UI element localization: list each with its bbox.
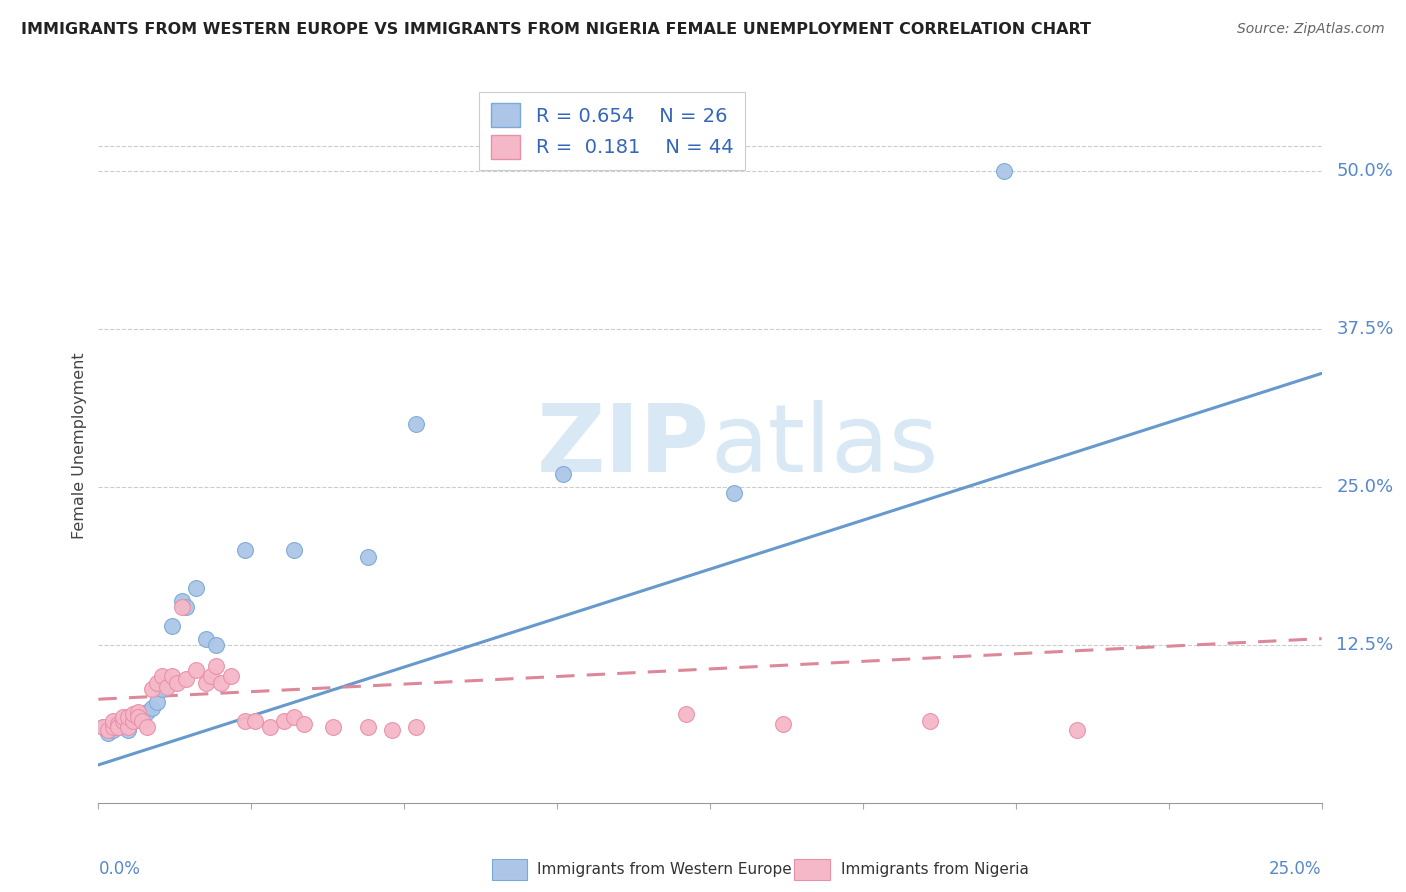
Point [273, 714, 295, 728]
Point [405, 417, 427, 431]
Point [160, 669, 183, 683]
Point [111, 710, 134, 724]
Point [993, 164, 1015, 178]
Point [1066, 723, 1088, 737]
Point [156, 680, 179, 694]
Point [117, 720, 139, 734]
Point [101, 714, 124, 728]
Point [405, 720, 427, 734]
Point [772, 717, 794, 731]
Point [322, 720, 344, 734]
Text: 25.0%: 25.0% [1336, 478, 1393, 496]
Point [292, 717, 315, 731]
Point [283, 543, 305, 558]
Point [150, 669, 173, 683]
Point [141, 682, 163, 697]
Point [219, 669, 242, 683]
Point [127, 710, 149, 724]
Point [97, 723, 120, 737]
Point [675, 707, 697, 722]
Point [166, 675, 188, 690]
Point [146, 695, 169, 709]
Point [127, 705, 149, 719]
Text: 0.0%: 0.0% [98, 860, 141, 878]
Point [127, 710, 149, 724]
Point [176, 600, 198, 615]
Point [233, 714, 256, 728]
Point [205, 638, 228, 652]
Point [117, 723, 139, 737]
Point [121, 714, 143, 728]
Point [146, 675, 169, 690]
Text: 50.0%: 50.0% [1336, 162, 1393, 180]
Point [136, 720, 159, 734]
Text: IMMIGRANTS FROM WESTERN EUROPE VS IMMIGRANTS FROM NIGERIA FEMALE UNEMPLOYMENT CO: IMMIGRANTS FROM WESTERN EUROPE VS IMMIGR… [21, 22, 1091, 37]
Point [195, 675, 218, 690]
Point [131, 707, 153, 722]
Point [141, 701, 163, 715]
Y-axis label: Female Unemployment: Female Unemployment [72, 352, 87, 540]
Point [101, 723, 124, 737]
Text: Immigrants from Western Europe: Immigrants from Western Europe [537, 863, 792, 877]
Point [111, 717, 134, 731]
Point [91, 720, 114, 734]
Point [121, 707, 143, 722]
Point [553, 467, 575, 482]
Point [170, 593, 193, 607]
Point [117, 710, 139, 724]
Point [131, 714, 153, 728]
Point [97, 726, 120, 740]
Text: 12.5%: 12.5% [1336, 636, 1393, 654]
Point [160, 619, 183, 633]
Point [176, 672, 198, 686]
Point [101, 720, 124, 734]
Point [170, 600, 193, 615]
Point [186, 663, 208, 677]
Point [200, 669, 222, 683]
Point [136, 705, 159, 719]
Point [283, 710, 305, 724]
Point [209, 675, 232, 690]
Text: Immigrants from Nigeria: Immigrants from Nigeria [841, 863, 1029, 877]
Text: ZIP: ZIP [537, 400, 710, 492]
Point [195, 632, 218, 646]
Point [723, 486, 745, 500]
Point [186, 581, 208, 595]
Point [243, 714, 266, 728]
Point [381, 723, 404, 737]
Text: atlas: atlas [710, 400, 938, 492]
Point [205, 659, 228, 673]
Point [91, 720, 114, 734]
Text: 37.5%: 37.5% [1336, 320, 1393, 338]
Point [107, 720, 129, 734]
Point [356, 549, 378, 564]
Point [356, 720, 378, 734]
Point [107, 720, 129, 734]
Point [121, 714, 143, 728]
Point [150, 682, 173, 697]
Point [111, 714, 134, 728]
Point [259, 720, 281, 734]
Point [920, 714, 942, 728]
Text: Source: ZipAtlas.com: Source: ZipAtlas.com [1237, 22, 1385, 37]
Point [233, 543, 256, 558]
Point [107, 717, 129, 731]
Text: 25.0%: 25.0% [1270, 860, 1322, 878]
Legend: R = 0.654    N = 26, R =  0.181    N = 44: R = 0.654 N = 26, R = 0.181 N = 44 [479, 92, 745, 170]
